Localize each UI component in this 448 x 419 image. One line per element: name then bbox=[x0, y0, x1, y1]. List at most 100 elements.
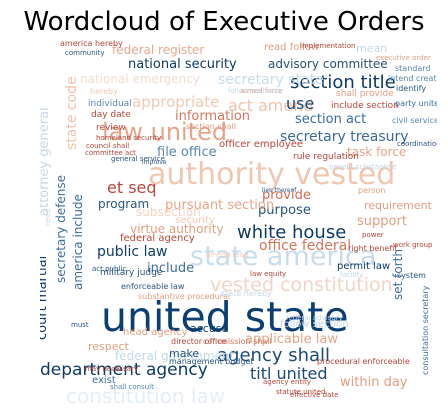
word: state america bbox=[190, 241, 377, 272]
word: coordination bbox=[397, 140, 437, 148]
word: committee act bbox=[85, 149, 136, 157]
word: secretary treasury bbox=[280, 129, 409, 145]
word: executive order bbox=[376, 54, 431, 62]
word: appropriate bbox=[132, 93, 220, 111]
word: need bbox=[44, 208, 52, 227]
word: america hereby bbox=[60, 40, 123, 48]
word: follow section bbox=[280, 319, 349, 330]
word: vested constitution bbox=[210, 274, 393, 296]
word: armed force bbox=[240, 87, 283, 95]
word: day date bbox=[91, 110, 131, 120]
word: pursuant section bbox=[165, 198, 275, 213]
word: management budget bbox=[169, 357, 254, 366]
word: must bbox=[71, 321, 89, 329]
word: authority vested bbox=[148, 157, 396, 192]
word: review bbox=[96, 123, 126, 133]
word: state code bbox=[64, 76, 80, 150]
word: identify bbox=[396, 84, 427, 93]
word: et seq bbox=[107, 178, 157, 197]
word: council shall bbox=[86, 142, 130, 150]
word: intend create bbox=[388, 74, 437, 83]
word: support bbox=[357, 214, 407, 229]
word: attorney general bbox=[40, 107, 52, 216]
word: office federal bbox=[259, 238, 352, 254]
word: public law bbox=[97, 244, 168, 260]
word: federal agency bbox=[120, 233, 195, 244]
word: effective date bbox=[290, 391, 339, 399]
word: secretary defense bbox=[54, 174, 68, 283]
word: law united bbox=[102, 118, 228, 146]
word: system bbox=[397, 271, 426, 280]
word: use bbox=[286, 94, 315, 113]
word: procedural enforceable bbox=[317, 357, 410, 366]
word: shall consult bbox=[110, 383, 154, 391]
word: individual bbox=[88, 99, 132, 109]
word: right benefit bbox=[348, 244, 398, 253]
word: substantive procedural bbox=[138, 292, 231, 301]
word: respect bbox=[88, 340, 129, 353]
word: statute united bbox=[276, 388, 326, 396]
word: titl united bbox=[250, 364, 328, 383]
word: homeland security bbox=[96, 134, 162, 142]
chart-title: Wordcloud of Executive Orders bbox=[23, 7, 425, 37]
word: military judge bbox=[100, 268, 163, 278]
word: act public bbox=[92, 265, 127, 273]
word: make bbox=[169, 347, 200, 360]
word: state hereby bbox=[221, 289, 272, 298]
word: section act bbox=[295, 112, 367, 127]
word: lieu thereof bbox=[262, 187, 297, 194]
word: agency entity bbox=[263, 378, 312, 386]
word: file office bbox=[157, 145, 217, 160]
word: benefit substantive bbox=[329, 163, 397, 171]
word: section title bbox=[290, 72, 396, 93]
word: consultation secretary bbox=[421, 285, 430, 375]
word: director office bbox=[171, 337, 227, 346]
word: court martial bbox=[40, 255, 50, 340]
word: federal government bbox=[115, 349, 235, 363]
word: follow authority bbox=[228, 87, 283, 95]
word: power bbox=[362, 231, 384, 239]
word: permit law bbox=[337, 261, 391, 272]
word: department agency bbox=[40, 360, 208, 380]
word: may necessary bbox=[85, 365, 138, 373]
word: read follow bbox=[264, 42, 320, 53]
word: amend read bbox=[206, 251, 249, 259]
word: officer employee bbox=[219, 139, 304, 150]
word: task force bbox=[347, 145, 407, 159]
word: agency shall bbox=[217, 345, 331, 366]
word: america include bbox=[71, 194, 85, 290]
word: general service bbox=[111, 155, 165, 163]
word: include section bbox=[331, 101, 399, 111]
word: security bbox=[175, 215, 215, 226]
word: improve bbox=[142, 159, 167, 166]
word: federal advisory bbox=[286, 314, 343, 322]
word: information bbox=[175, 109, 251, 124]
word: program bbox=[98, 197, 150, 211]
word: enforceable law bbox=[121, 282, 185, 291]
word: federal register bbox=[112, 43, 205, 57]
word: head agency bbox=[123, 327, 188, 338]
word: civil service bbox=[392, 116, 437, 125]
word: provide bbox=[262, 188, 311, 203]
word: requirement bbox=[364, 199, 432, 212]
word: advisory committee bbox=[268, 57, 388, 71]
word: united state bbox=[101, 293, 349, 341]
word: rule regulation bbox=[293, 152, 360, 162]
word: national emergency bbox=[80, 72, 200, 86]
word: community bbox=[65, 49, 105, 57]
word: accuse bbox=[190, 322, 229, 335]
word: facility bbox=[340, 271, 364, 279]
word: secretary state bbox=[218, 72, 324, 88]
word: subsection bbox=[136, 205, 201, 219]
word: applicable law bbox=[245, 332, 339, 347]
word: within day bbox=[340, 375, 408, 390]
word: exist bbox=[92, 375, 116, 386]
word: constitution law bbox=[66, 384, 226, 408]
word: mean bbox=[356, 42, 388, 55]
word: shall provide bbox=[336, 89, 394, 99]
word: implementation bbox=[300, 42, 356, 50]
word: purpose bbox=[258, 203, 311, 218]
word: act amend bbox=[228, 96, 314, 115]
word: national security bbox=[128, 57, 237, 72]
word: person bbox=[358, 186, 386, 195]
